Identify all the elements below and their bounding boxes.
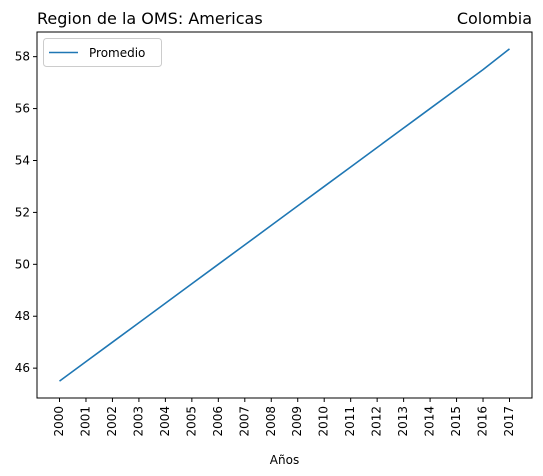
series-line-0 (59, 48, 510, 382)
x-tick-label: 2014 (423, 406, 437, 437)
x-tick-label: 2003 (131, 406, 145, 437)
y-tick-label: 46 (15, 361, 30, 375)
x-tick-label: 2005 (184, 406, 198, 437)
y-tick-label: 54 (15, 153, 30, 167)
legend-box (43, 38, 162, 67)
x-axis-label: Años (270, 453, 299, 467)
y-tick-label: 50 (15, 257, 30, 271)
x-tick-label: 2009 (290, 406, 304, 437)
legend: Promedio (43, 38, 162, 67)
legend-label: Promedio (89, 46, 145, 60)
x-tick-label: 2002 (105, 406, 119, 437)
x-tick-label: 2013 (396, 406, 410, 437)
x-tick-label: 2017 (502, 406, 516, 437)
axes-frame (36, 31, 533, 399)
x-tick-label: 2012 (370, 406, 384, 437)
chart-title-right: Colombia (457, 9, 532, 28)
x-tick-label: 2007 (237, 406, 251, 437)
y-tick-label: 56 (15, 102, 30, 116)
x-tick-label: 2008 (264, 406, 278, 437)
y-tick-label: 58 (15, 50, 30, 64)
x-tick-label: 2001 (78, 406, 92, 437)
plot-area (59, 48, 510, 382)
x-tick-label: 2000 (52, 406, 66, 437)
x-tick-label: 2010 (317, 406, 331, 437)
x-axis: 2000 2001 2002 2003 2004 2005 2006 2007 2008 2009… (52, 398, 516, 437)
y-axis: 46 48 50 52 54 56 58 (15, 50, 37, 375)
x-tick-label: 2006 (211, 406, 225, 437)
y-tick-label: 48 (15, 309, 30, 323)
x-tick-label: 2015 (449, 406, 463, 437)
x-tick-label: 2011 (343, 406, 357, 437)
chart-title-left: Region de la OMS: Americas (37, 9, 263, 28)
y-tick-label: 52 (15, 205, 30, 219)
x-tick-label: 2016 (476, 406, 490, 437)
x-tick-label: 2004 (158, 406, 172, 437)
